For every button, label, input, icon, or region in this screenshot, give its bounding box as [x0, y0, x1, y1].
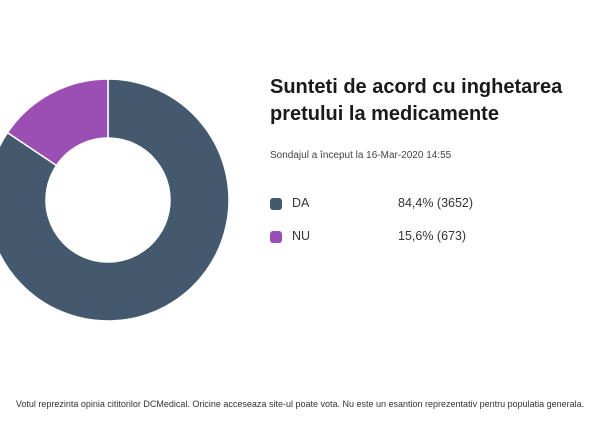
donut-slice-nu [6, 78, 109, 167]
legend-label: DA [292, 196, 310, 210]
donut-slice-da [0, 78, 230, 322]
legend-value: 84,4% (3652) [398, 196, 474, 210]
legend-item-nu: NU 15,6% (673) [270, 229, 590, 262]
legend-item-da: DA 84,4% (3652) [270, 196, 590, 229]
legend-label: NU [292, 229, 311, 243]
legend: DA 84,4% (3652) NU 15,6% (673) [270, 196, 590, 262]
chart-title: Sunteti de acord cu inghetarea pretului … [270, 76, 563, 125]
poll-start-date: Sondajul a început la 16-Mar-2020 14:55 [270, 150, 452, 161]
disclaimer-footer: Votul reprezinta opinia cititorilor DCMe… [15, 399, 585, 409]
legend-swatch-nu [270, 231, 282, 243]
donut-chart [0, 78, 230, 322]
legend-value: 15,6% (673) [398, 229, 467, 243]
legend-swatch-da [270, 198, 282, 210]
